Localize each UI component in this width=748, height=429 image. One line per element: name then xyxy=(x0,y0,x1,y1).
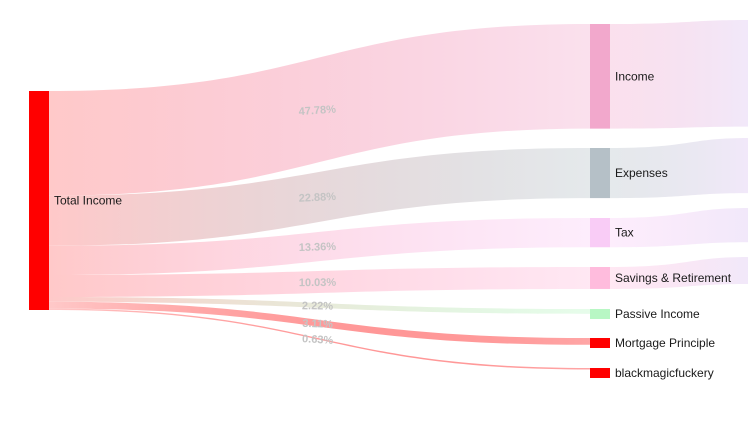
node-income[interactable] xyxy=(590,24,610,129)
percent-label-income: 47.78% xyxy=(298,104,336,119)
outflow-income xyxy=(610,20,748,129)
outflow-links xyxy=(610,20,748,289)
percent-label-tax: 13.36% xyxy=(299,241,337,254)
node-label-tax: Tax xyxy=(615,226,634,240)
node-blackmagicfuckery[interactable] xyxy=(590,368,610,378)
percent-label-mortgage-principle: 3.11% xyxy=(302,318,333,331)
node-label-total-income: Total Income xyxy=(54,194,122,208)
link-expenses[interactable] xyxy=(49,148,590,246)
node-passive-income[interactable] xyxy=(590,309,610,319)
link-tax[interactable] xyxy=(49,218,590,275)
labels: Total Income 47.78% Income 22.88% Expenses 13… xyxy=(54,69,732,380)
outflow-expenses xyxy=(610,138,748,199)
nodes xyxy=(29,24,610,378)
node-total-income[interactable] xyxy=(29,91,49,310)
percent-label-passive-income: 2.22% xyxy=(302,300,334,312)
percent-label-savings-retirement: 10.03% xyxy=(299,277,337,289)
node-label-blackmagicfuckery: blackmagicfuckery xyxy=(615,366,714,380)
outflow-tax xyxy=(610,208,748,248)
node-expenses[interactable] xyxy=(590,148,610,199)
link-mortgage-principle[interactable] xyxy=(49,301,590,345)
link-savings-retirement[interactable] xyxy=(49,267,590,297)
link-blackmagicfuckery[interactable] xyxy=(49,308,590,370)
link-income[interactable] xyxy=(49,24,590,196)
node-label-expenses: Expenses xyxy=(615,166,668,180)
node-savings-retirement[interactable] xyxy=(590,267,610,289)
node-label-passive-income: Passive Income xyxy=(615,307,700,321)
node-label-income: Income xyxy=(615,69,655,83)
node-label-savings-retirement: Savings & Retirement xyxy=(615,271,732,285)
link-passive-income[interactable] xyxy=(49,296,590,314)
node-tax[interactable] xyxy=(590,218,610,248)
outflow-savings-retirement xyxy=(610,257,748,289)
links xyxy=(49,24,590,370)
node-mortgage-principle[interactable] xyxy=(590,338,610,348)
node-label-mortgage-principle: Mortgage Principle xyxy=(615,336,715,350)
percent-label-blackmagicfuckery: 0.63% xyxy=(302,333,334,347)
percent-label-expenses: 22.88% xyxy=(298,191,336,205)
